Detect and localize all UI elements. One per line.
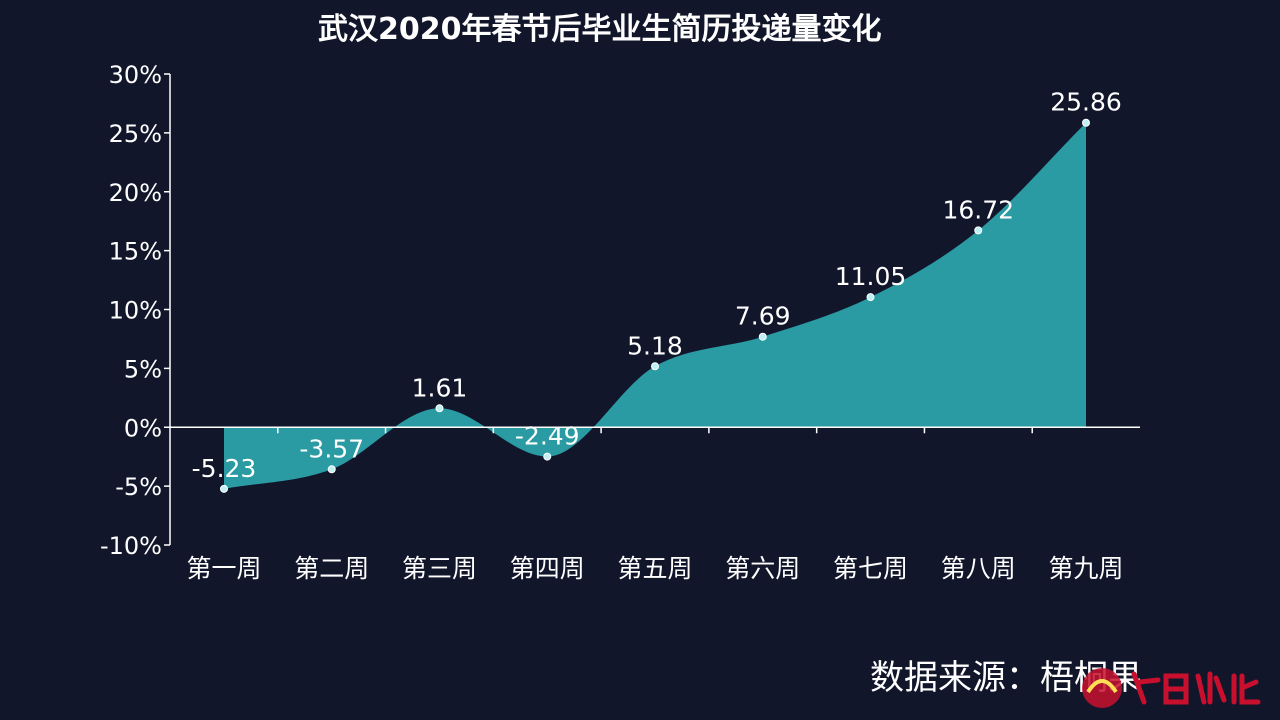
- data-point: [543, 452, 552, 461]
- data-point: [435, 404, 444, 413]
- y-tick-label: 5%: [124, 355, 162, 383]
- x-tick-label: 第六周: [725, 554, 800, 583]
- data-point: [651, 362, 659, 371]
- y-tick-label: 20%: [109, 179, 162, 207]
- y-tick-label: -10%: [100, 532, 162, 560]
- data-label: -3.57: [299, 434, 364, 463]
- data-label: -5.23: [192, 454, 257, 483]
- hubei-daily-logo: [1082, 668, 1261, 708]
- data-label: 1.61: [412, 373, 468, 402]
- x-tick-label: 第一周: [186, 554, 261, 583]
- x-tick-label: 第五周: [617, 554, 692, 583]
- data-label: 7.69: [735, 302, 791, 331]
- chart-title: 武汉2020年春节后毕业生简历投递量变化: [318, 12, 882, 47]
- data-label: 25.86: [1050, 88, 1122, 117]
- x-tick-label: 第八周: [941, 554, 1016, 583]
- y-tick-label: 25%: [109, 120, 162, 148]
- data-point: [758, 332, 767, 341]
- series-area: [224, 122, 1086, 489]
- y-tick-label: -5%: [115, 473, 162, 501]
- data-point: [220, 484, 228, 493]
- data-point: [1082, 118, 1090, 127]
- x-tick-label: 第七周: [833, 554, 908, 583]
- data-point: [974, 226, 983, 235]
- y-tick-label: 15%: [109, 238, 162, 266]
- data-label: 11.05: [835, 262, 907, 291]
- data-label: -2.49: [515, 422, 580, 451]
- y-tick-label: 0%: [124, 414, 162, 442]
- data-label: 16.72: [942, 195, 1014, 224]
- x-tick-label: 第九周: [1048, 554, 1123, 583]
- x-tick-label: 第三周: [402, 554, 477, 583]
- data-point: [327, 465, 336, 474]
- data-point: [866, 293, 875, 302]
- y-tick-label: 30%: [109, 61, 162, 89]
- x-tick-label: 第四周: [510, 554, 585, 583]
- y-tick-label: 10%: [109, 297, 162, 325]
- x-tick-label: 第二周: [294, 554, 369, 583]
- data-label: 5.18: [627, 331, 683, 360]
